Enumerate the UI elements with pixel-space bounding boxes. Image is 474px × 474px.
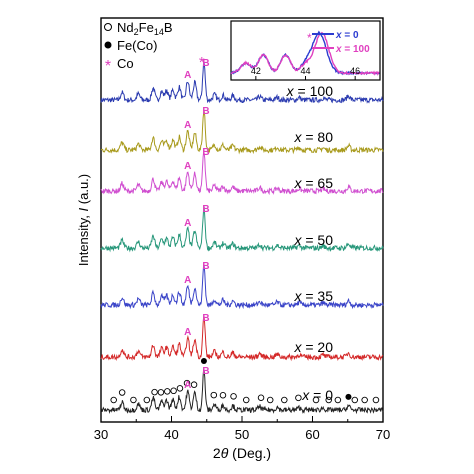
nd-marker bbox=[351, 396, 359, 404]
x-tick-label: 30 bbox=[94, 427, 108, 442]
x-tick-label: 40 bbox=[164, 427, 178, 442]
peak-label-b: B bbox=[202, 58, 209, 69]
nd-marker bbox=[170, 387, 177, 395]
peak-label-a: A bbox=[184, 275, 191, 286]
peak-label-a: A bbox=[184, 380, 191, 391]
pattern-line bbox=[100, 264, 384, 310]
nd-marker bbox=[295, 394, 302, 402]
peak-label-b: B bbox=[202, 366, 209, 377]
peak-label-a: A bbox=[184, 161, 191, 172]
pattern-line bbox=[100, 60, 384, 104]
nd-marker bbox=[325, 396, 332, 404]
nd-marker bbox=[372, 396, 380, 404]
nd-marker bbox=[219, 391, 227, 399]
series-label: x = 100 bbox=[286, 83, 334, 99]
inset-x-tick-label: 42 bbox=[251, 66, 261, 76]
series-label: x = 50 bbox=[293, 232, 333, 248]
x-tick-label: 70 bbox=[376, 427, 390, 442]
x-tick-label: 50 bbox=[235, 427, 249, 442]
nd-marker bbox=[110, 396, 117, 404]
peak-label-a: A bbox=[184, 327, 191, 338]
co-marker-icon: * bbox=[105, 58, 111, 75]
inset-x-tick-label: 44 bbox=[300, 66, 310, 76]
nd-marker bbox=[118, 389, 126, 396]
inset-x-ticks: 42 44 46 bbox=[251, 66, 360, 80]
series-label: x = 0 bbox=[301, 387, 333, 403]
series-label: x = 35 bbox=[293, 288, 333, 304]
y-axis-label: Intensity, I (a.u.) bbox=[76, 174, 91, 266]
nd-marker bbox=[281, 396, 288, 404]
peak-label-b: B bbox=[202, 313, 209, 324]
nd-marker bbox=[164, 388, 171, 395]
pattern-line bbox=[100, 316, 384, 362]
nd-marker bbox=[257, 394, 265, 402]
fe-marker-icon bbox=[104, 41, 112, 49]
inset-frame bbox=[230, 20, 381, 81]
inset: 42 44 46 * x = 0 x = 100 bbox=[230, 20, 381, 81]
x-tick-label: 60 bbox=[305, 427, 319, 442]
nd-marker-icon bbox=[104, 23, 112, 31]
nd-marker bbox=[210, 391, 218, 399]
peak-label-b: B bbox=[202, 106, 209, 117]
series-label: x = 65 bbox=[293, 175, 333, 191]
legend-co: Co bbox=[117, 56, 134, 71]
inset-legend-0: x = 0 bbox=[335, 30, 359, 41]
inset-co-marker-icon: * bbox=[307, 31, 312, 45]
nd-marker bbox=[143, 396, 151, 404]
peak-label-b: B bbox=[202, 261, 209, 272]
legend-nd2fe14b: Nd2Fe14B bbox=[117, 20, 173, 37]
nd-marker bbox=[183, 379, 191, 387]
nd-marker bbox=[312, 396, 320, 404]
nd-marker bbox=[266, 396, 274, 404]
inset-curves bbox=[230, 30, 380, 76]
legend: Nd2Fe14B Fe(Co) * Co bbox=[104, 20, 173, 75]
nd-marker bbox=[190, 381, 198, 388]
nd-marker bbox=[157, 389, 165, 396]
peak-label-b: B bbox=[202, 147, 209, 158]
inset-x-tick-label: 46 bbox=[350, 66, 360, 76]
legend-fe-co: Fe(Co) bbox=[117, 38, 157, 53]
fe-marker bbox=[200, 358, 207, 364]
x-axis-ticks: 30 40 50 60 70 bbox=[94, 416, 390, 442]
series-labels: x = 100 x = 80 x = 65 x = 50 x = 35 x = 20 x =… bbox=[286, 83, 334, 403]
pattern-line bbox=[100, 110, 384, 155]
pattern-line bbox=[101, 368, 384, 415]
peak-label-a: A bbox=[184, 70, 191, 81]
series-label: x = 20 bbox=[293, 339, 333, 355]
pattern-line bbox=[100, 206, 384, 253]
co-marker: * bbox=[199, 54, 205, 71]
x-axis-label: 2θ (Deg.) bbox=[213, 445, 271, 461]
series-label: x = 80 bbox=[293, 129, 333, 145]
peak-label-a: A bbox=[184, 218, 191, 229]
nd-marker bbox=[130, 396, 137, 404]
inset-legend-1: x = 100 bbox=[335, 44, 370, 55]
pattern-curves bbox=[100, 60, 384, 415]
phase-markers: * bbox=[110, 54, 380, 404]
nd-marker bbox=[361, 396, 368, 404]
peak-label-a: A bbox=[184, 120, 191, 131]
inset-line bbox=[230, 31, 380, 76]
nd-marker bbox=[151, 388, 158, 396]
nd-marker bbox=[176, 385, 184, 392]
fe-marker bbox=[345, 393, 352, 400]
peak-label-b: B bbox=[202, 204, 209, 215]
pattern-line bbox=[100, 151, 384, 196]
nd-marker bbox=[242, 396, 250, 404]
nd-marker bbox=[334, 396, 342, 404]
nd-marker bbox=[230, 393, 237, 400]
